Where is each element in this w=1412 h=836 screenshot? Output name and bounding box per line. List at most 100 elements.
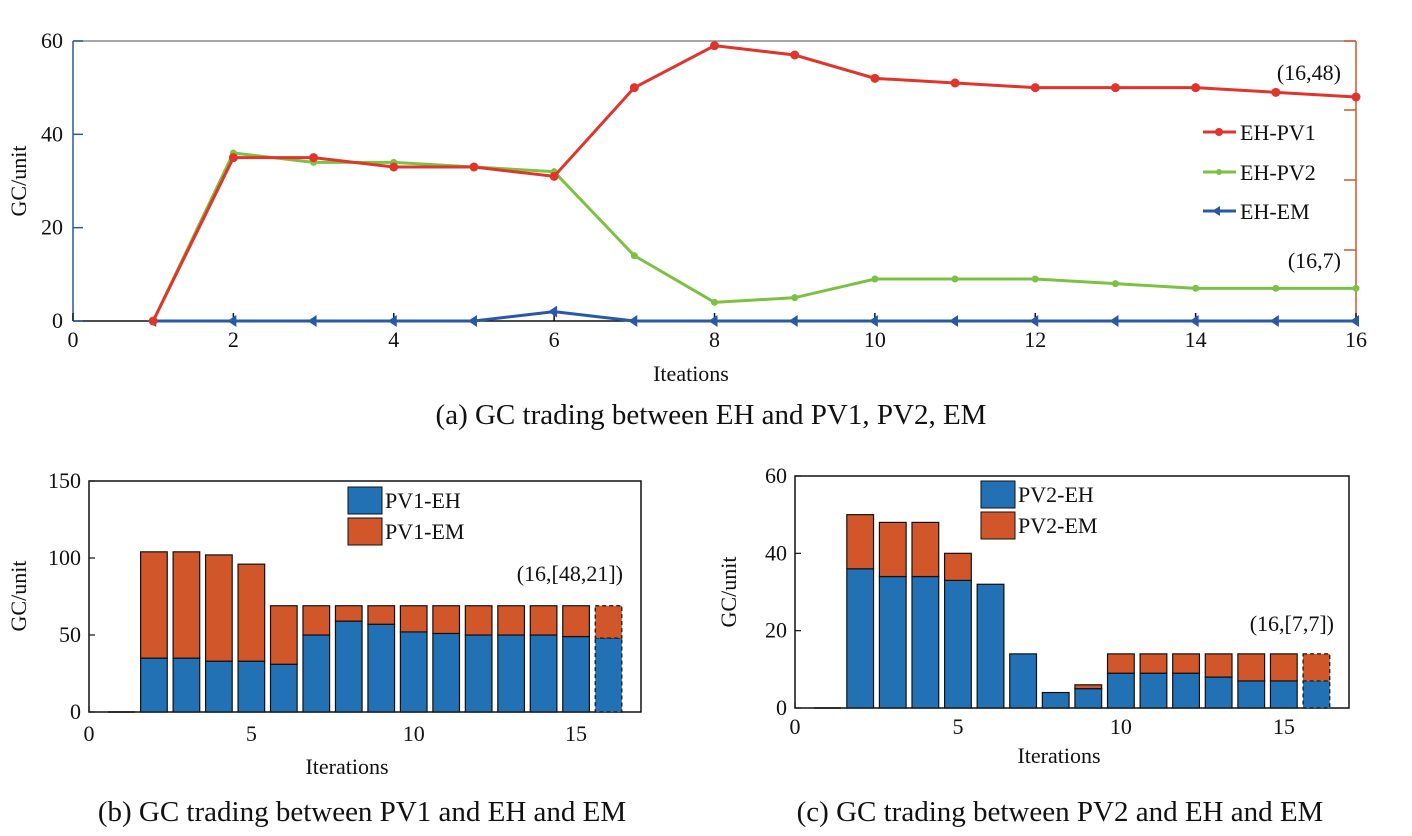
- chart-b-bar-pv1-em: [562, 605, 590, 638]
- chart-a-xtick-label: 0: [68, 327, 79, 352]
- legend-eh-pv1-marker: [1215, 128, 1223, 136]
- series-point-eh-pv1: [629, 83, 639, 93]
- chart-c-bar-pv2-em: [1074, 684, 1103, 690]
- series-point-eh-pv1: [148, 316, 158, 326]
- series-point-eh-pv1: [228, 153, 238, 163]
- chart-b-bar-pv1-em: [432, 605, 461, 635]
- chart-b-bar-pv1-em: [172, 551, 201, 659]
- legend-pv2-eh: PV2-EH: [980, 480, 1094, 509]
- series-point-eh-em: [227, 315, 237, 327]
- chart-b-bar-pv1-em: [302, 605, 331, 636]
- chart-c: 0 5 10 15 0 20 40 60 GC/unit Iterations (16,[7,…: [716, 463, 1350, 828]
- series-point-eh-pv1: [1110, 83, 1120, 93]
- legend-pv2-em-label: PV2-EM: [1018, 513, 1097, 538]
- chart-c-bar-pv2-eh: [1237, 680, 1266, 709]
- legend-pv2-eh-swatch: [980, 480, 1016, 509]
- chart-c-bar-pv2-em: [846, 514, 875, 570]
- series-point-eh-em: [949, 315, 959, 327]
- chart-c-bar-pv2-em: [1302, 653, 1331, 682]
- chart-b-bar-pv1-em: [399, 605, 428, 633]
- series-point-eh-em: [1350, 315, 1359, 327]
- chart-c-bar-pv2-eh: [1009, 653, 1038, 709]
- chart-a-ytick-label: 60: [41, 28, 63, 53]
- series-point-eh-em: [1109, 315, 1119, 327]
- chart-c-bars: [814, 514, 1331, 709]
- series-point-eh-pv1: [1191, 83, 1201, 93]
- chart-c-bar-pv2-eh: [1204, 676, 1233, 709]
- legend-eh-em-label: EH-EM: [1240, 199, 1310, 224]
- chart-a: 0 2 4 6 8 10 12 14 16 0 20 40 60 GC/unit Iteations (…: [6, 28, 1367, 431]
- series-point-eh-pv1: [1351, 92, 1361, 102]
- chart-c-bar-pv2-em: [878, 521, 907, 578]
- chart-a-ytick-label: 40: [41, 121, 63, 146]
- chart-b-bar-pv1-eh: [204, 660, 233, 713]
- chart-b-ytick-label: 150: [48, 468, 81, 493]
- series-point-eh-pv1: [549, 171, 559, 181]
- chart-a-annotation-pv1: (16,48): [1277, 60, 1341, 85]
- chart-b-annotation: (16,[48,21]): [517, 561, 623, 586]
- chart-c-bar-pv2-eh: [1106, 672, 1135, 709]
- chart-a-xtick-label: 14: [1185, 327, 1207, 352]
- chart-b-bar-pv1-eh: [172, 657, 201, 713]
- chart-b-frame: [88, 480, 642, 713]
- series-point-eh-em: [548, 305, 558, 318]
- chart-c-bar-pv2-eh: [1172, 672, 1201, 709]
- chart-c-xtick-label: 5: [952, 714, 963, 739]
- chart-b-bar-pv1-em: [204, 554, 233, 662]
- series-point-eh-pv1: [870, 73, 880, 83]
- legend-pv1-em-label: PV1-EM: [385, 519, 464, 544]
- chart-b-ylabel: GC/unit: [6, 561, 31, 632]
- chart-c-frame: [794, 475, 1350, 709]
- chart-c-bar-pv2-eh: [846, 568, 875, 709]
- chart-b-bar-pv1-em: [529, 605, 558, 636]
- chart-a-right-bracket: [1344, 40, 1357, 321]
- series-point-eh-pv1: [710, 41, 719, 51]
- chart-a-xtick-label: 6: [549, 327, 560, 352]
- chart-b-caption: (b) GC trading between PV1 and EH and EM: [98, 796, 626, 828]
- chart-b-bar-pv1-em: [140, 551, 168, 659]
- chart-c-annotation: (16,[7,7]): [1250, 611, 1334, 636]
- chart-c-bar-pv2-em: [943, 552, 972, 581]
- chart-a-ticks: 0 2 4 6 8 10 12 14 16 0 20 40 60: [41, 28, 1367, 352]
- chart-b-xtick-label: 0: [84, 721, 95, 746]
- series-point-eh-pv1: [309, 153, 319, 163]
- chart-b-bar-pv1-eh: [140, 657, 168, 713]
- chart-c-bar-pv2-em: [1172, 653, 1201, 674]
- chart-b-bar-pv1-eh: [529, 634, 558, 713]
- chart-b-bar-pv1-eh: [497, 634, 526, 713]
- chart-a-legend: EH-PV1 EH-PV2 EH-EM: [1203, 120, 1316, 224]
- chart-c-bar-pv2-eh: [878, 575, 907, 709]
- chart-b-ytick-label: 100: [48, 545, 81, 570]
- series-point-eh-pv1: [950, 78, 960, 88]
- legend-eh-pv2-marker: [1216, 169, 1222, 175]
- chart-b-bar-pv1-eh: [594, 637, 623, 713]
- chart-a-xtick-label: 2: [228, 327, 239, 352]
- chart-b-bar-pv1-em: [594, 605, 623, 639]
- chart-c-bar-pv2-eh: [943, 579, 972, 709]
- legend-pv1-eh-label: PV1-EH: [385, 488, 461, 513]
- chart-b-bar-pv1-eh: [269, 663, 298, 713]
- series-point-eh-pv2: [630, 252, 638, 260]
- series-point-eh-em: [1269, 315, 1279, 327]
- legend-eh-pv2: EH-PV2: [1203, 160, 1316, 185]
- chart-b-bar-pv1-em: [497, 605, 526, 636]
- series-point-eh-em: [868, 315, 878, 327]
- series-point-eh-pv2: [1031, 275, 1039, 283]
- series-point-eh-em: [788, 315, 798, 327]
- chart-b-bars: [108, 551, 623, 713]
- series-point-eh-em: [1189, 315, 1199, 327]
- chart-b-xtick-label: 5: [246, 721, 257, 746]
- series-point-eh-em: [708, 315, 718, 327]
- chart-a-xtick-label: 4: [388, 327, 399, 352]
- chart-b-bar-pv1-em: [464, 605, 493, 636]
- series-point-eh-em: [628, 315, 638, 327]
- chart-c-bar-pv2-eh: [911, 575, 940, 709]
- chart-c-ticks: 0 5 10 15 0 20 40 60: [765, 463, 1295, 739]
- chart-c-bar-pv2-eh: [976, 583, 1005, 709]
- chart-c-bar-pv2-em: [1139, 653, 1168, 674]
- chart-c-xtick-label: 10: [1110, 714, 1132, 739]
- series-point-eh-em: [467, 315, 477, 327]
- chart-c-bar-pv2-em: [1237, 653, 1266, 682]
